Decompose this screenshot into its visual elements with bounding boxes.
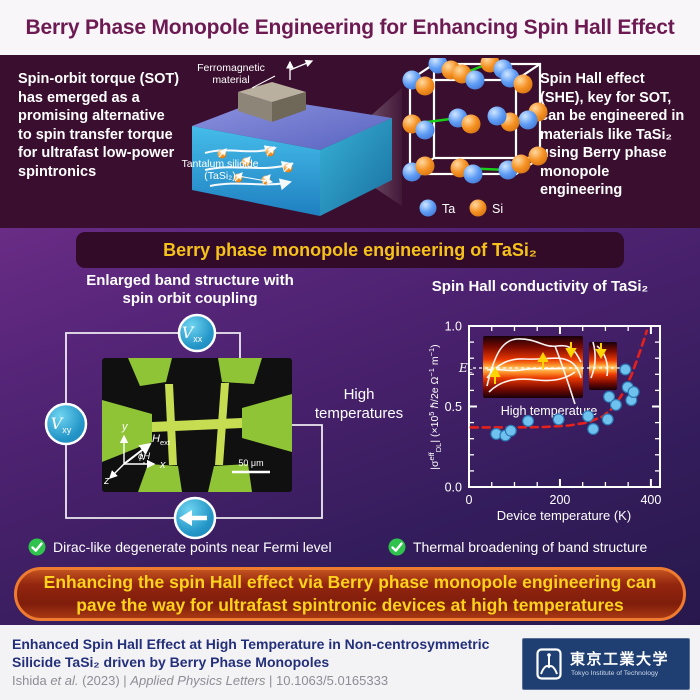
page-title: Berry Phase Monopole Engineering for Enh… [25,15,675,39]
svg-text:200: 200 [550,493,571,507]
spin-arrows [489,342,607,384]
x-axis-label: Device temperature (K) [497,508,631,523]
axis-x-label: x [159,459,166,471]
spin-electrons [217,146,293,185]
check-item-thermal: Thermal broadening of band structure [388,538,647,556]
inset-high-temperature-label: High temperature [501,404,598,418]
intro-right-text: Spin Hall effect (SHE), key for SOT, can… [540,71,685,199]
axis-ticks: 0 200 400 0.0 0.5 1.0 [445,320,662,508]
intro-section: Spin-orbit torque (SOT) has emerged as a… [0,55,700,228]
fit-curve [469,329,649,429]
ta-legend-ball [419,199,437,217]
svg-text:0.5: 0.5 [445,400,462,414]
tokyo-tech-logo: 東京工業大学 Tokyo Institute of Technology [522,638,690,690]
check-item-label: Thermal broadening of band structure [413,539,648,555]
logo-english-name: Tokyo Institute of Technology [571,670,659,677]
conclusion-banner: Enhancing the spin Hall effect via Berry… [14,567,686,621]
intro-left-text: Spin-orbit torque (SOT) has emerged as a… [18,71,180,180]
svg-text:0: 0 [466,493,473,507]
logo-japanese-name: 東京工業大学 [570,650,670,668]
ferromagnet-label-line [251,75,276,89]
si-legend-label: Si [492,202,503,216]
scale-bar: 50 μm [232,458,270,474]
hall-bar-center [152,383,242,465]
coordinate-axes [109,434,156,479]
axis-y-label: y [121,421,129,433]
phi-h-label: ϕH [138,451,150,462]
atom-legend: Ta Si [419,199,503,217]
check-item-dirac: Dirac-like degenerate points near Fermi … [28,538,332,556]
vxy-label: Vxy [51,414,72,435]
vxx-probe: Vxx [177,313,217,353]
fermi-level-label: EF [458,361,473,377]
axis-labels: y x z Hext ϕH [103,421,171,487]
ferromagnet-block [238,82,306,122]
check-icon [28,538,46,556]
high-temperatures-label: High temperatures [314,386,404,422]
sot-device-illustration [192,59,402,216]
check-icon [388,538,406,556]
section-banner-text: Berry phase monopole engineering of TaSi… [163,239,537,260]
crystal-structure: Ta Si [402,58,548,217]
hall-measurement-figure: y x z Hext ϕH 50 μm Vxx Vxy [44,313,323,540]
left-panel-title: Enlarged band structure with spin orbit … [86,272,294,307]
band-structure-inset: EF High temperature [458,336,621,418]
axis-z-label: z [103,475,110,487]
atom-balls [402,58,548,184]
footer: Enhanced Spin Hall Effect at High Temper… [0,625,700,700]
h-ext-label: Hext [152,433,171,447]
current-direction-indicator [173,496,217,540]
scale-bar-label: 50 μm [238,458,263,468]
hall-bar-device-micrograph: y x z Hext ϕH 50 μm [102,358,292,492]
tantalum-label-line [237,175,273,185]
svg-text:400: 400 [640,493,661,507]
paper-title: Enhanced Spin Hall Effect at High Temper… [12,636,490,670]
conclusion-line1: Enhancing the spin Hall effect via Berry… [43,572,657,593]
y-axis-label: |σeffDL| (×105 ℏ/2e Ω−1 m−1) [427,344,443,469]
citation: Ishida et al. (2023) | Applied Physics L… [12,673,389,688]
vxy-probe: Vxy [44,402,88,446]
check-item-label: Dirac-like degenerate points near Fermi … [53,539,332,555]
right-panel-title: Spin Hall conductivity of TaSi₂ [431,278,649,295]
conclusion-line2: pave the way for ultrafast spintronic de… [76,595,624,615]
data-points [490,363,640,442]
swallow-logo-icon [536,648,562,680]
tantalum-silicide-label: Tantalum silicide (TaSi₂) [181,158,259,183]
ferromagnetic-material-label: Ferromagnetic material [197,62,265,87]
section-banner: Berry phase monopole engineering of TaSi… [76,232,624,268]
svg-text:0.0: 0.0 [445,481,462,495]
vxx-label: Vxx [182,323,203,344]
header: Berry Phase Monopole Engineering for Enh… [0,0,700,55]
si-legend-ball [469,199,487,217]
magnetization-arrows [286,59,314,80]
ta-legend-label: Ta [442,202,455,216]
svg-text:1.0: 1.0 [445,320,462,334]
